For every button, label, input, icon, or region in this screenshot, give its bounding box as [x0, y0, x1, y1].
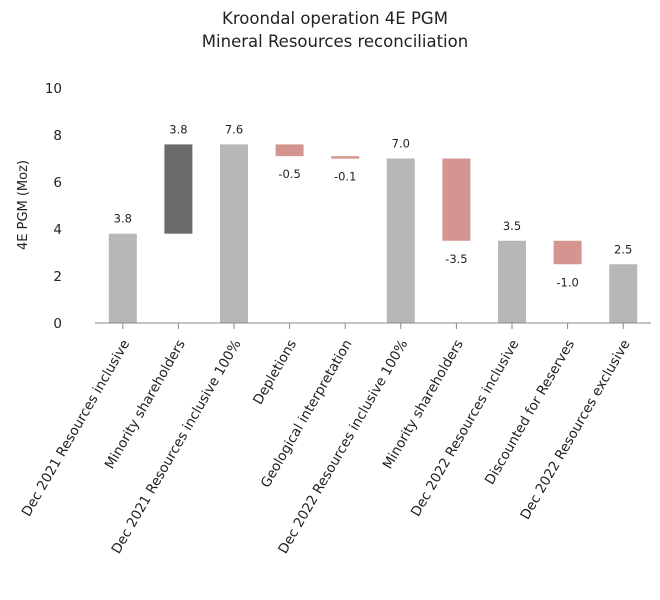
x-tick-label: Depletions [250, 337, 300, 408]
data-label: 7.0 [392, 137, 410, 151]
bar-decrease [442, 158, 471, 241]
x-tick-label: Dec 2021 Resources inclusive [19, 337, 134, 519]
bar-decrease [275, 144, 304, 157]
y-tick-label: 4 [53, 222, 62, 238]
data-label: -1.0 [556, 275, 578, 289]
bar-total [386, 158, 415, 323]
bar-decrease [553, 240, 582, 265]
chart-title-line-1: Kroondal operation 4E PGM [222, 9, 448, 28]
y-axis-label: 4E PGM (Moz) [16, 160, 31, 250]
y-tick-label: 0 [53, 316, 62, 332]
bars [108, 144, 638, 323]
x-tick-label: Dec 2022 Resources exclusive [517, 337, 633, 522]
data-label: -3.5 [445, 252, 467, 266]
chart-title-line-2: Mineral Resources reconciliation [202, 32, 468, 51]
bar-decrease [331, 156, 360, 159]
bar-total [108, 233, 137, 323]
data-labels: 3.8 3.8 7.6 -0.5 -0.1 7.0 -3.5 3.5 -1.0 2.5 [114, 122, 633, 289]
data-label: 3.8 [114, 212, 132, 226]
bar-total [220, 144, 248, 323]
data-label: -0.1 [334, 170, 356, 184]
bar-total [498, 240, 526, 323]
chart-title: Kroondal operation 4E PGM Mineral Resour… [202, 9, 468, 51]
data-label: -0.5 [278, 167, 300, 181]
data-label: 2.5 [614, 242, 632, 256]
data-label: 7.6 [225, 122, 243, 136]
x-tick-label: Dec 2022 Resources inclusive [408, 337, 523, 519]
bar-total [609, 264, 638, 323]
bar-increase [164, 144, 193, 234]
data-label: 3.8 [169, 122, 187, 136]
y-tick-label: 2 [53, 269, 62, 285]
data-label: 3.5 [503, 219, 521, 233]
y-tick-label: 6 [53, 175, 62, 191]
y-axis-ticks: 0 2 4 6 8 10 [45, 81, 62, 332]
y-tick-label: 8 [53, 128, 62, 144]
y-tick-label: 10 [45, 81, 62, 97]
